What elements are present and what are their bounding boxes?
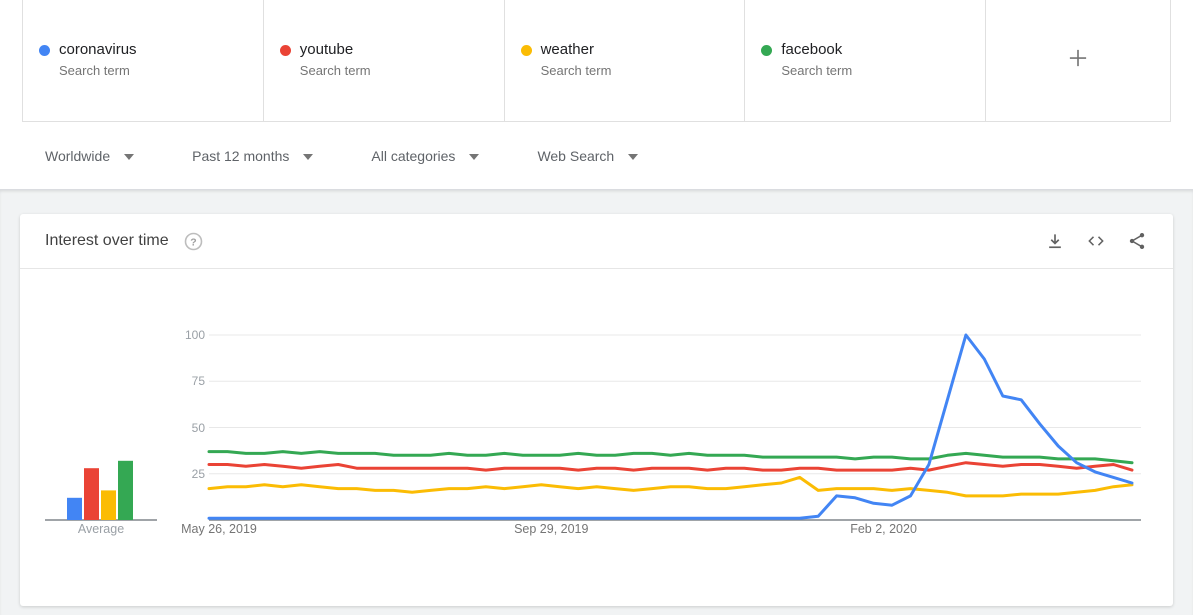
y-axis-tick-label: 100 [184,328,205,342]
average-bar-weather [101,490,116,520]
term-color-dot [279,45,291,56]
term-label: coronavirus [59,41,137,58]
x-axis-tick-label: Feb 2, 2020 [850,522,917,536]
share-icon[interactable] [1125,229,1149,253]
svg-text:?: ? [190,236,196,248]
average-axis-label: Average [77,522,125,536]
chevron-down-icon [303,153,314,160]
series-line-coronavirus [207,333,1134,520]
card-title: Interest over time [45,232,169,249]
filter-category[interactable]: All categories [371,147,480,164]
average-bar-facebook [118,460,133,520]
chevron-down-icon [124,153,135,160]
term-label: facebook [781,41,843,58]
content-background: Interest over time ? [0,189,1193,615]
filter-bar: Worldwide Past 12 months All categories … [0,122,1193,189]
chevron-down-icon [628,153,639,160]
y-axis-tick-label: 50 [191,420,205,435]
x-axis-tick-label: May 26, 2019 [181,522,257,536]
y-axis-tick-label: 25 [191,466,205,481]
help-icon[interactable]: ? [184,232,203,251]
term-card-coronavirus[interactable]: coronavirus Search term [23,0,264,121]
term-color-dot [520,45,532,56]
embed-icon[interactable] [1084,229,1108,253]
trend-chart-svg [45,333,1141,521]
interest-over-time-chart[interactable]: 25 50 75 100 May 26, 2019 Sep 29, 2019 Feb 2, … [20,269,1173,606]
filter-search-type[interactable]: Web Search [537,147,639,164]
filter-time-range-label: Past 12 months [192,147,290,164]
term-type-label: Search term [299,63,371,78]
filter-time-range[interactable]: Past 12 months [192,147,314,164]
filter-category-label: All categories [371,147,456,164]
filter-region[interactable]: Worldwide [45,147,135,164]
average-bar-coronavirus [67,497,82,520]
term-color-dot [761,45,773,56]
term-label: youtube [299,41,354,58]
term-card-youtube[interactable]: youtube Search term [264,0,505,121]
card-header: Interest over time ? [20,214,1173,269]
term-type-label: Search term [59,63,130,78]
filter-search-type-label: Web Search [537,147,615,164]
average-bar-youtube [84,468,99,520]
term-label: weather [540,41,594,58]
term-card-facebook[interactable]: facebook Search term [745,0,987,121]
series-line-weather [207,475,1134,498]
term-color-dot [39,45,50,56]
filter-region-label: Worldwide [45,147,111,164]
term-card-weather[interactable]: weather Search term [505,0,746,121]
series-line-youtube [207,461,1134,472]
add-comparison-button[interactable] [986,0,1170,121]
y-axis-tick-label: 75 [191,374,205,389]
compare-strip: coronavirus Search term youtube Search t… [22,0,1171,122]
term-type-label: Search term [781,63,853,78]
chevron-down-icon [469,153,480,160]
x-axis-tick-label: Sep 29, 2019 [514,522,589,536]
interest-over-time-card: Interest over time ? [20,214,1173,606]
series-line-facebook [207,450,1134,465]
term-type-label: Search term [540,63,612,78]
download-icon[interactable] [1043,229,1067,253]
plus-icon [1065,45,1091,76]
